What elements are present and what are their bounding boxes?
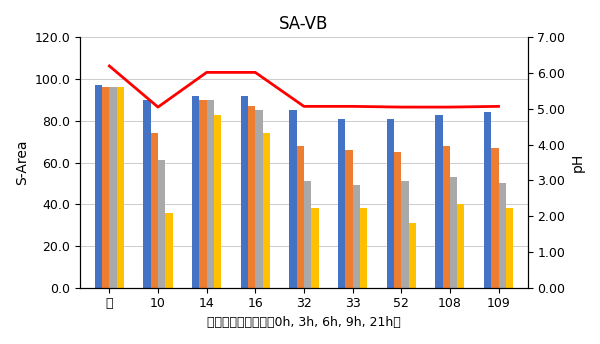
Bar xyxy=(214,115,221,288)
Bar xyxy=(353,185,360,288)
Bar xyxy=(143,100,151,288)
Bar xyxy=(116,87,124,288)
Bar xyxy=(289,110,296,288)
Bar xyxy=(435,115,443,288)
Bar xyxy=(151,133,158,288)
Bar xyxy=(248,106,255,288)
Bar xyxy=(345,150,353,288)
Bar xyxy=(506,208,513,288)
Y-axis label: pH: pH xyxy=(571,153,585,172)
Bar xyxy=(401,181,409,288)
Bar xyxy=(457,204,464,288)
Title: SA-VB: SA-VB xyxy=(279,15,329,33)
Bar xyxy=(263,133,270,288)
Bar xyxy=(304,181,311,288)
Y-axis label: S-Area: S-Area xyxy=(15,140,29,185)
Bar xyxy=(443,146,450,288)
Bar xyxy=(102,87,109,288)
Bar xyxy=(409,223,416,288)
X-axis label: 黄色ブドウ球菌株（0h, 3h, 6h, 9h, 21h）: 黄色ブドウ球菌株（0h, 3h, 6h, 9h, 21h） xyxy=(207,316,401,329)
Bar xyxy=(158,160,165,288)
Bar xyxy=(311,208,319,288)
Bar xyxy=(241,96,248,288)
Bar xyxy=(199,100,206,288)
Bar xyxy=(192,96,199,288)
Bar xyxy=(450,177,457,288)
Bar xyxy=(394,152,401,288)
Bar xyxy=(338,119,345,288)
Bar xyxy=(296,146,304,288)
Bar xyxy=(165,213,173,288)
Bar xyxy=(360,208,367,288)
Bar xyxy=(499,183,506,288)
Bar xyxy=(484,112,491,288)
Bar xyxy=(109,87,116,288)
Bar xyxy=(491,148,499,288)
Bar xyxy=(386,119,394,288)
Bar xyxy=(206,100,214,288)
Bar xyxy=(255,110,263,288)
Bar xyxy=(95,85,102,288)
